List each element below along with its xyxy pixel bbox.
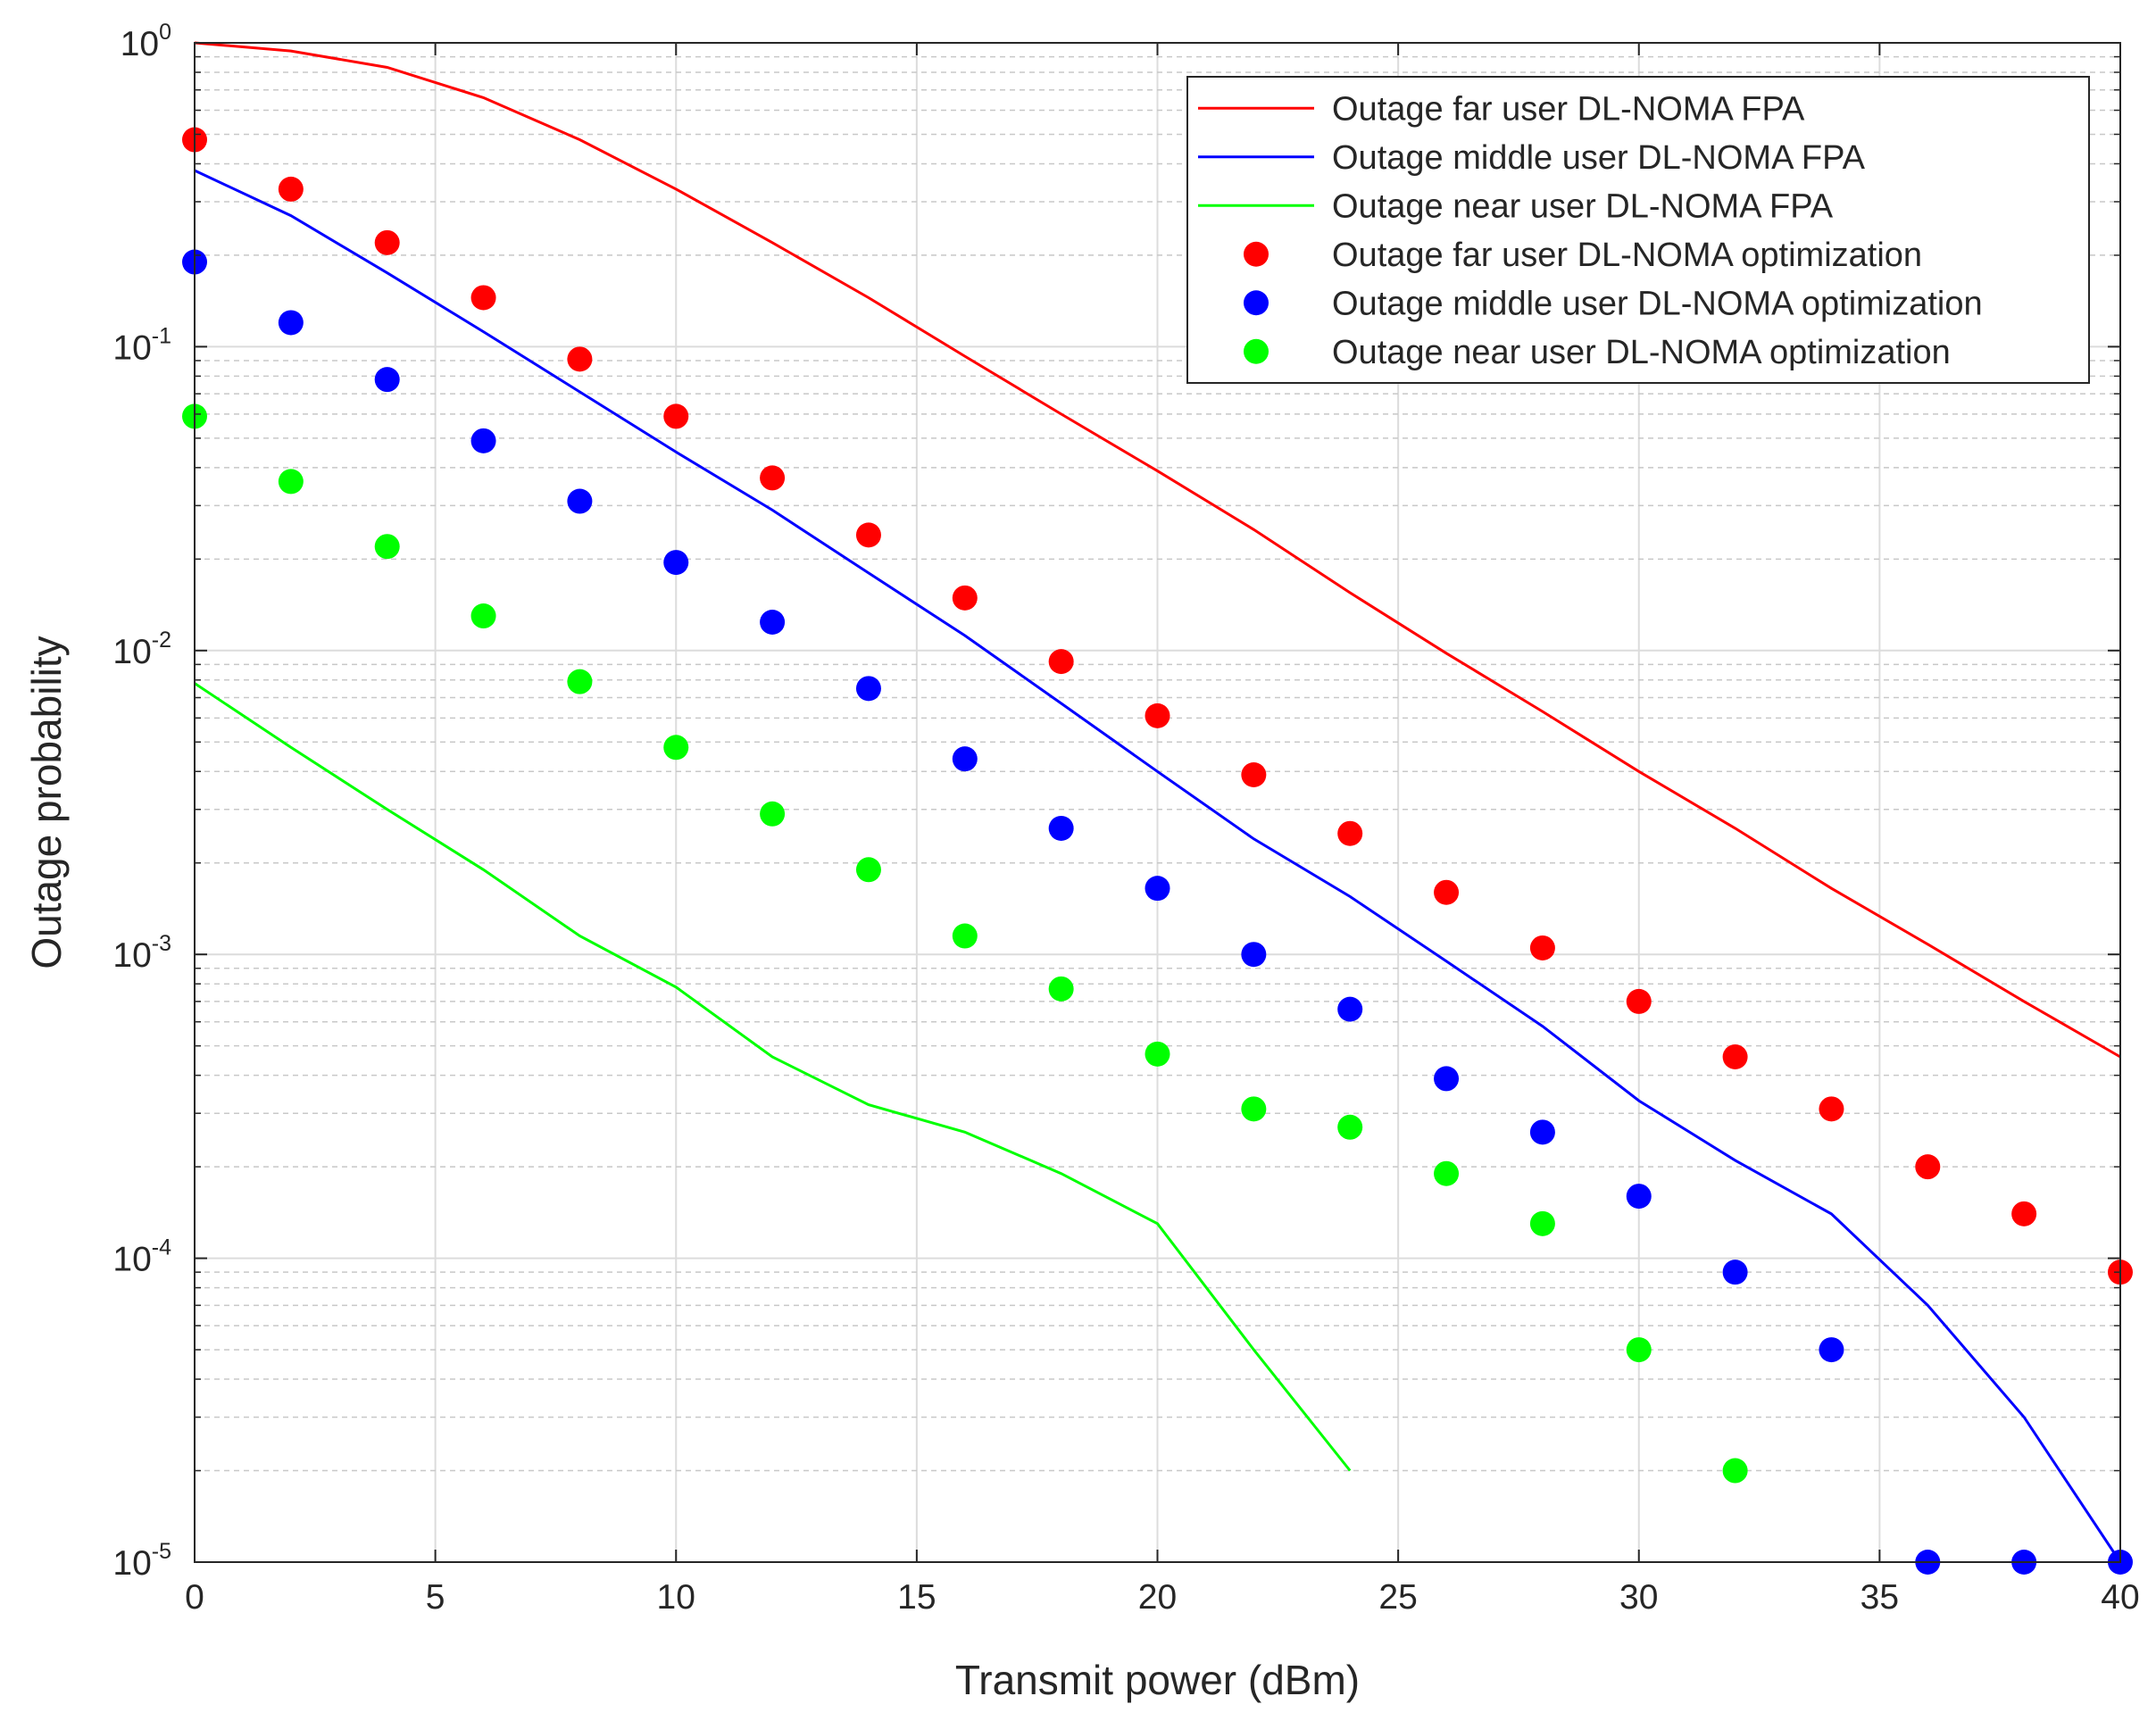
series-4-point	[1434, 1066, 1460, 1092]
legend-item: Outage near user DL-NOMA FPA	[1198, 187, 1834, 225]
legend-item: Outage middle user DL-NOMA optimization	[1244, 285, 1983, 322]
legend-label: Outage far user DL-NOMA FPA	[1332, 90, 1805, 128]
series-0-line	[194, 41, 2121, 1059]
series-2-line	[194, 682, 1352, 1472]
series-5-point	[1722, 1458, 1748, 1484]
series-4-point	[760, 609, 786, 635]
series-4-point	[374, 367, 400, 393]
series-5-point	[663, 735, 689, 761]
series-1-line	[194, 169, 2122, 1563]
series-3-point	[952, 585, 978, 611]
series-3-point	[1722, 1043, 1748, 1069]
legend-item: Outage middle user DL-NOMA FPA	[1198, 139, 1866, 177]
legend-label: Outage far user DL-NOMA optimization	[1332, 237, 1922, 274]
series-5-point	[952, 923, 978, 949]
x-tick-label: 35	[1860, 1578, 1899, 1617]
legend-label: Outage middle user DL-NOMA FPA	[1332, 139, 1866, 177]
series-3-point	[567, 346, 593, 372]
legend-label: Outage middle user DL-NOMA optimization	[1332, 285, 1983, 322]
x-tick-label: 20	[1138, 1578, 1177, 1617]
legend-item: Outage far user DL-NOMA optimization	[1244, 237, 1922, 274]
x-tick-label: 25	[1378, 1578, 1417, 1617]
legend-marker-swatch	[1244, 338, 1269, 364]
series-5-point	[374, 534, 400, 560]
x-tick-label: 30	[1619, 1578, 1658, 1617]
series-3-point	[374, 229, 400, 255]
legend-marker-swatch	[1244, 241, 1269, 267]
series-4-point	[663, 550, 689, 576]
series-5-point	[278, 469, 304, 495]
series-5-point	[855, 857, 881, 883]
legend-item: Outage far user DL-NOMA FPA	[1198, 90, 1805, 128]
tick-layer: 0 5 10 15 20 25 30 35 40 100 10-1 10-2 10-3 10-4 10-5	[112, 20, 2139, 1617]
series-4-point	[567, 488, 593, 514]
series-3-point	[1819, 1096, 1844, 1122]
series-5-point	[1145, 1041, 1170, 1067]
series-4-point	[1722, 1260, 1748, 1285]
series-4-point	[1241, 942, 1267, 968]
series-4-point	[855, 676, 881, 702]
y-tick-label: 10-5	[112, 1539, 171, 1583]
series-4-point	[470, 428, 496, 453]
y-tick-label: 10-4	[112, 1235, 171, 1279]
x-tick-label: 5	[426, 1578, 445, 1617]
legend-label: Outage near user DL-NOMA optimization	[1332, 334, 1951, 371]
legend-box	[1186, 76, 2090, 384]
grid-layer	[195, 43, 2120, 1562]
series-3-point	[1529, 935, 1555, 960]
series-3-point	[1241, 762, 1267, 788]
series-5-point	[1337, 1114, 1363, 1140]
series-5-point	[1048, 976, 1074, 1002]
series-3-point	[663, 403, 689, 429]
series-3-point	[1915, 1154, 1941, 1180]
series-5-point	[760, 801, 786, 827]
series-4-point	[1819, 1337, 1844, 1363]
series-4-point	[1145, 876, 1170, 902]
legend-label: Outage near user DL-NOMA FPA	[1332, 187, 1834, 225]
y-tick-label: 100	[121, 20, 171, 63]
legend-item: Outage near user DL-NOMA optimization	[1244, 334, 1951, 371]
series-3-point	[1337, 820, 1363, 846]
series-4-point	[278, 310, 304, 336]
series-3-point	[1626, 988, 1652, 1014]
series-5-point	[470, 603, 496, 629]
series-3-point	[760, 465, 786, 491]
series-3-point	[1145, 703, 1170, 728]
y-tick-label: 10-2	[112, 628, 171, 671]
x-tick-label: 0	[185, 1578, 204, 1617]
series-4-point	[1048, 815, 1074, 841]
legend-marker-swatch	[1244, 290, 1269, 316]
series-3-point	[1048, 649, 1074, 675]
series-5-point	[1626, 1337, 1652, 1363]
series-4-point	[1337, 996, 1363, 1022]
legend-items: Outage far user DL-NOMA FPA Outage middle…	[1198, 90, 1983, 371]
series-5-point	[567, 669, 593, 694]
series-4-point	[1626, 1184, 1652, 1210]
series-5-point	[1529, 1210, 1555, 1236]
y-tick-label: 10-3	[112, 931, 171, 975]
series-4-point	[952, 746, 978, 772]
x-tick-label: 15	[897, 1578, 936, 1617]
series-3-point	[2011, 1201, 2037, 1226]
y-tick-label: 10-1	[112, 323, 171, 367]
series-5-point	[1241, 1096, 1267, 1122]
x-axis-title: Transmit power (dBm)	[955, 1657, 1360, 1703]
series-4-point	[1529, 1119, 1555, 1145]
series-3-point	[470, 285, 496, 311]
series-layer	[182, 41, 2133, 1575]
series-3-point	[278, 176, 304, 202]
legend: Outage far user DL-NOMA FPA Outage middle…	[1186, 76, 2090, 384]
series-5-point	[1434, 1160, 1460, 1186]
x-tick-label: 10	[657, 1578, 695, 1617]
series-3-point	[855, 522, 881, 548]
series-3-point	[1434, 879, 1460, 905]
y-axis-title: Outage probability	[23, 636, 70, 969]
x-tick-label: 40	[2101, 1578, 2139, 1617]
